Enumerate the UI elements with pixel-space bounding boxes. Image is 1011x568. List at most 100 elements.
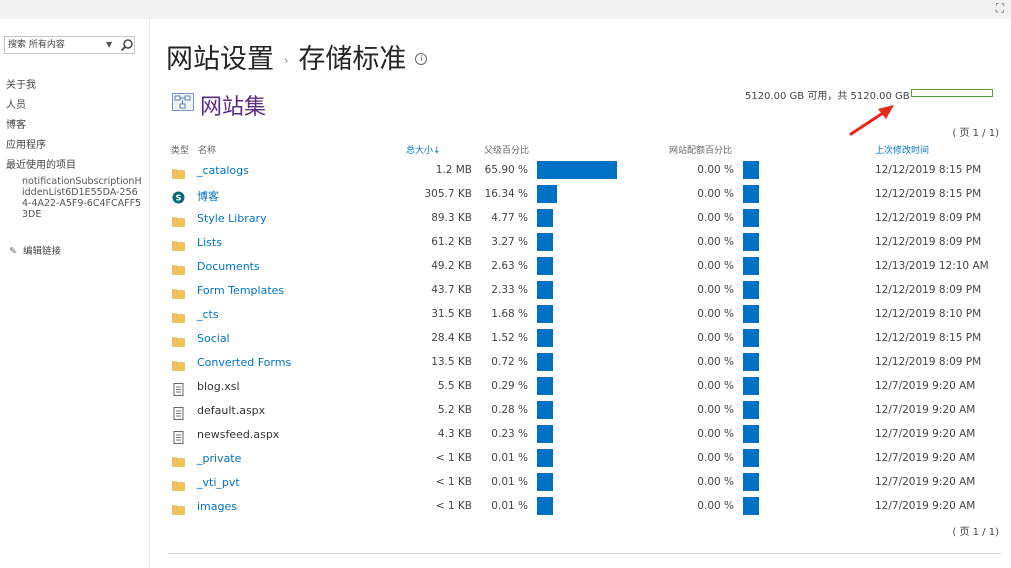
row-quota-percent-bar bbox=[743, 497, 759, 515]
row-quota-percent-bar bbox=[743, 329, 759, 347]
breadcrumb-storage-metrics: 存储标准 bbox=[298, 44, 407, 75]
svg-text:S: S bbox=[176, 194, 182, 203]
row-quota-percent-bar bbox=[743, 353, 759, 371]
table-row: _vti_pvt < 1 KB 0.01 % 0.00 % 12/7/2019 9:20… bbox=[168, 473, 1001, 497]
folder-icon bbox=[172, 309, 185, 323]
focus-mode-icon[interactable]: ⛶ bbox=[995, 1, 1005, 15]
row-parent-percent-bar bbox=[537, 305, 553, 323]
row-size: 43.7 KB bbox=[431, 284, 472, 296]
pencil-icon: ✎ bbox=[9, 246, 17, 257]
file-icon bbox=[172, 429, 185, 444]
table-row: default.aspx 5.2 KB 0.28 % 0.00 % 12/7/2019 … bbox=[168, 401, 1001, 425]
folder-icon bbox=[172, 501, 185, 515]
row-quota-percent-bar bbox=[743, 305, 759, 323]
row-parent-percent: 2.63 % bbox=[491, 260, 528, 272]
folder-icon bbox=[172, 237, 185, 251]
row-name-link[interactable]: Social bbox=[197, 332, 230, 345]
row-parent-percent-bar bbox=[537, 353, 553, 371]
table-row: Social 28.4 KB 1.52 % 0.00 % 12/12/2019 8:15… bbox=[168, 329, 1001, 353]
pager-top: ( 页 1 / 1) bbox=[952, 128, 999, 139]
row-name-link[interactable]: 博客 bbox=[197, 190, 219, 203]
row-name-link[interactable]: newsfeed.aspx bbox=[197, 428, 280, 441]
row-modified-date: 12/12/2019 8:09 PM bbox=[875, 212, 982, 224]
row-quota-percent-bar bbox=[743, 209, 759, 227]
row-size: 5.5 KB bbox=[437, 380, 472, 392]
row-size: 49.2 KB bbox=[431, 260, 472, 272]
table-row: Lists 61.2 KB 3.27 % 0.00 % 12/12/2019 8:09 … bbox=[168, 233, 1001, 257]
row-name-link[interactable]: Lists bbox=[197, 236, 222, 249]
info-icon[interactable]: i bbox=[415, 52, 428, 65]
row-name-link[interactable]: _catalogs bbox=[197, 164, 249, 177]
row-name-link[interactable]: _cts bbox=[197, 308, 219, 321]
search-icon[interactable] bbox=[120, 38, 134, 52]
row-quota-percent-bar bbox=[743, 161, 759, 179]
file-icon bbox=[172, 405, 185, 420]
column-header-size[interactable]: 总大小↓ bbox=[406, 146, 441, 156]
row-quota-percent: 0.00 % bbox=[697, 452, 734, 464]
sharepoint-icon: S bbox=[172, 189, 185, 204]
row-parent-percent: 0.01 % bbox=[491, 452, 528, 464]
row-quota-percent-bar bbox=[743, 473, 759, 491]
row-name-link[interactable]: Converted Forms bbox=[197, 356, 292, 369]
row-parent-percent: 0.01 % bbox=[491, 476, 528, 488]
row-name-link[interactable]: _private bbox=[197, 452, 242, 465]
row-quota-percent-bar bbox=[743, 377, 759, 395]
nav-item-recent[interactable]: 最近使用的项目 bbox=[6, 160, 76, 171]
nav-item-about-me[interactable]: 关于我 bbox=[6, 80, 36, 91]
row-quota-percent-bar bbox=[743, 185, 759, 203]
pager-bottom: ( 页 1 / 1) bbox=[952, 527, 999, 538]
edit-links-button[interactable]: ✎ 编辑链接 bbox=[9, 243, 61, 257]
folder-icon bbox=[172, 333, 185, 347]
nav-item-blog[interactable]: 博客 bbox=[6, 120, 26, 131]
column-header-modified[interactable]: 上次修改时间 bbox=[875, 146, 930, 156]
search-input[interactable] bbox=[8, 39, 104, 51]
nav-item-people[interactable]: 人员 bbox=[6, 100, 26, 111]
table-row: images < 1 KB 0.01 % 0.00 % 12/7/2019 9:20 A… bbox=[168, 497, 1001, 521]
table-row: S 博客 305.7 KB 16.34 % 0.00 % 12/12/2019 8:15 … bbox=[168, 185, 1001, 209]
nav-recent-item[interactable]: notificationSubscriptionHiddenList6D1E55… bbox=[22, 176, 142, 220]
row-quota-percent: 0.00 % bbox=[697, 284, 734, 296]
folder-icon bbox=[172, 261, 185, 275]
row-quota-percent: 0.00 % bbox=[697, 404, 734, 416]
column-header-name[interactable]: 名称 bbox=[198, 146, 217, 156]
row-parent-percent-bar bbox=[537, 281, 553, 299]
table-row: Documents 49.2 KB 2.63 % 0.00 % 12/13/2019 1… bbox=[168, 257, 1001, 281]
row-parent-percent-bar bbox=[537, 425, 553, 443]
column-header-parent-percent[interactable]: 父级百分比 bbox=[484, 146, 530, 156]
row-name-link[interactable]: images bbox=[197, 500, 237, 513]
row-parent-percent: 0.28 % bbox=[491, 404, 528, 416]
row-quota-percent-bar bbox=[743, 233, 759, 251]
column-header-type: 类型 bbox=[171, 146, 190, 156]
quota-bar bbox=[911, 89, 993, 97]
row-quota-percent-bar bbox=[743, 449, 759, 467]
row-modified-date: 12/7/2019 9:20 AM bbox=[875, 500, 976, 512]
search-box: ▼ bbox=[4, 36, 135, 54]
breadcrumb-site-settings[interactable]: 网站设置 bbox=[166, 44, 274, 75]
row-parent-percent: 0.29 % bbox=[491, 380, 528, 392]
row-name-link[interactable]: Form Templates bbox=[197, 284, 285, 297]
row-name-link[interactable]: Style Library bbox=[197, 212, 267, 225]
row-parent-percent: 65.90 % bbox=[484, 164, 528, 176]
row-name-link[interactable]: default.aspx bbox=[197, 404, 266, 417]
row-quota-percent-bar bbox=[743, 257, 759, 275]
folder-icon bbox=[172, 357, 185, 371]
row-name-link[interactable]: blog.xsl bbox=[197, 380, 240, 393]
row-parent-percent: 4.77 % bbox=[491, 212, 528, 224]
row-parent-percent-bar bbox=[537, 161, 617, 179]
row-quota-percent: 0.00 % bbox=[697, 188, 734, 200]
row-parent-percent: 1.68 % bbox=[491, 308, 528, 320]
table-row: _private < 1 KB 0.01 % 0.00 % 12/7/2019 9:20… bbox=[168, 449, 1001, 473]
row-name-link[interactable]: _vti_pvt bbox=[197, 476, 240, 489]
row-size: 13.5 KB bbox=[431, 356, 472, 368]
row-name-link[interactable]: Documents bbox=[197, 260, 260, 273]
chevron-down-icon[interactable]: ▼ bbox=[106, 40, 113, 49]
row-parent-percent-bar bbox=[537, 449, 553, 467]
nav-item-apps[interactable]: 应用程序 bbox=[6, 140, 46, 151]
row-size: 61.2 KB bbox=[431, 236, 472, 248]
breadcrumb-separator-icon: › bbox=[284, 54, 289, 67]
row-quota-percent: 0.00 % bbox=[697, 236, 734, 248]
row-quota-percent-bar bbox=[743, 401, 759, 419]
edit-links-label: 编辑链接 bbox=[23, 246, 62, 257]
row-quota-percent: 0.00 % bbox=[697, 476, 734, 488]
column-header-quota-percent[interactable]: 网站配额百分比 bbox=[669, 146, 733, 156]
